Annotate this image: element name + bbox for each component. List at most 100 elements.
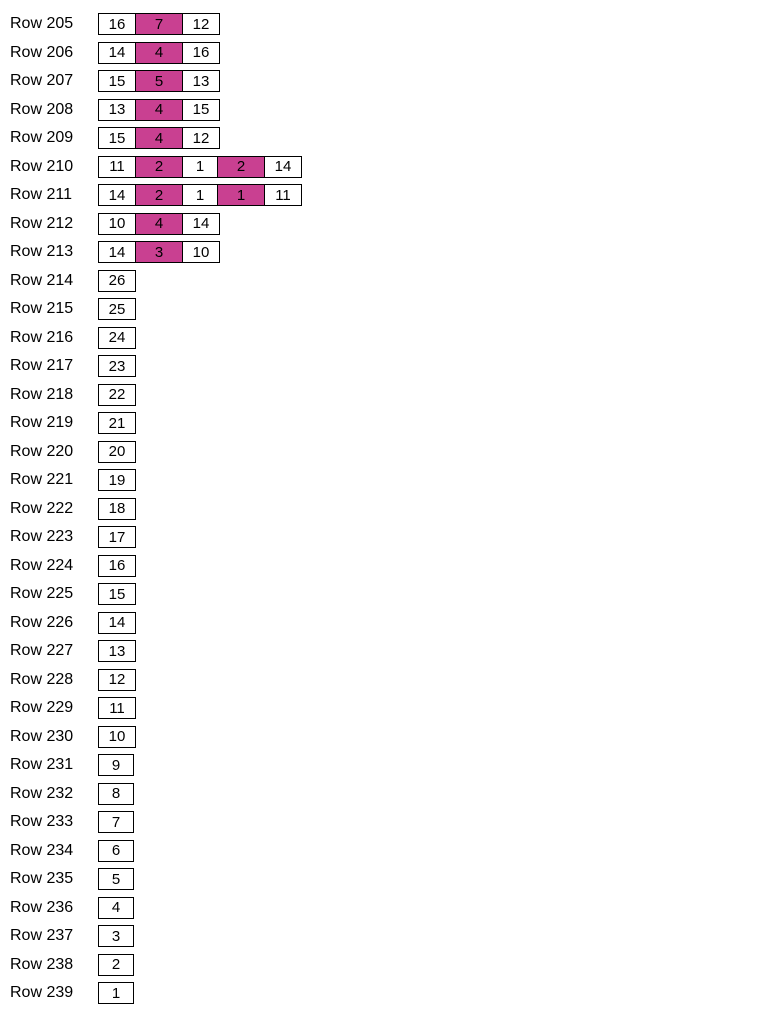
row-label: Row 215 (10, 300, 98, 318)
stitch-cell: 1 (182, 156, 218, 178)
row-cells: 24 (98, 327, 135, 349)
row-label: Row 212 (10, 215, 98, 233)
pattern-row: Row 21426 (10, 267, 757, 296)
pattern-row: Row 21723 (10, 352, 757, 381)
row-label: Row 206 (10, 44, 98, 62)
stitch-cell: 12 (98, 669, 136, 691)
row-cells: 10414 (98, 213, 219, 235)
pattern-row: Row 20915412 (10, 124, 757, 153)
stitch-cell: 13 (98, 640, 136, 662)
row-cells: 1 (98, 982, 133, 1004)
row-cells: 6 (98, 840, 133, 862)
pattern-row: Row 22317 (10, 523, 757, 552)
row-cells: 14416 (98, 42, 219, 64)
row-label: Row 239 (10, 984, 98, 1002)
pattern-row: Row 22515 (10, 580, 757, 609)
row-label: Row 221 (10, 471, 98, 489)
pattern-row: Row 2373 (10, 922, 757, 951)
row-cells: 2 (98, 954, 133, 976)
pattern-row: Row 2382 (10, 951, 757, 980)
row-label: Row 237 (10, 927, 98, 945)
stitch-cell: 6 (98, 840, 134, 862)
row-label: Row 227 (10, 642, 98, 660)
stitch-cell: 23 (98, 355, 136, 377)
stitch-cell: 2 (135, 184, 183, 206)
row-label: Row 217 (10, 357, 98, 375)
stitch-cell: 14 (98, 42, 136, 64)
row-cells: 8 (98, 783, 133, 805)
stitch-cell: 14 (98, 241, 136, 263)
stitch-cell: 4 (135, 99, 183, 121)
stitch-cell: 5 (98, 868, 134, 890)
row-cells: 15412 (98, 127, 219, 149)
stitch-cell: 10 (98, 726, 136, 748)
pattern-row: Row 22911 (10, 694, 757, 723)
row-label: Row 234 (10, 842, 98, 860)
stitch-cell: 2 (135, 156, 183, 178)
stitch-cell: 4 (98, 897, 134, 919)
pattern-row: Row 2346 (10, 837, 757, 866)
stitch-cell: 4 (135, 213, 183, 235)
row-cells: 5 (98, 868, 133, 890)
stitch-cell: 7 (135, 13, 183, 35)
stitch-cell: 24 (98, 327, 136, 349)
pattern-row: Row 21624 (10, 324, 757, 353)
stitch-cell: 20 (98, 441, 136, 463)
stitch-cell: 7 (98, 811, 134, 833)
row-label: Row 233 (10, 813, 98, 831)
pattern-row: Row 2364 (10, 894, 757, 923)
row-label: Row 230 (10, 728, 98, 746)
row-label: Row 222 (10, 500, 98, 518)
stitch-cell: 17 (98, 526, 136, 548)
stitch-cell: 13 (98, 99, 136, 121)
row-cells: 1121214 (98, 156, 301, 178)
stitch-cell: 16 (98, 555, 136, 577)
row-cells: 7 (98, 811, 133, 833)
pattern-row: Row 21210414 (10, 210, 757, 239)
row-cells: 3 (98, 925, 133, 947)
pattern-row: Row 23010 (10, 723, 757, 752)
row-cells: 13 (98, 640, 135, 662)
stitch-cell: 11 (98, 697, 136, 719)
row-label: Row 232 (10, 785, 98, 803)
stitch-cell: 25 (98, 298, 136, 320)
row-cells: 10 (98, 726, 135, 748)
stitch-cell: 12 (182, 127, 220, 149)
row-cells: 16712 (98, 13, 219, 35)
stitch-cell: 15 (98, 127, 136, 149)
stitch-cell: 26 (98, 270, 136, 292)
row-cells: 16 (98, 555, 135, 577)
stitch-cell: 9 (98, 754, 134, 776)
row-cells: 9 (98, 754, 133, 776)
stitch-cell: 22 (98, 384, 136, 406)
row-cells: 22 (98, 384, 135, 406)
row-label: Row 235 (10, 870, 98, 888)
row-label: Row 209 (10, 129, 98, 147)
row-cells: 17 (98, 526, 135, 548)
stitch-cell: 15 (182, 99, 220, 121)
stitch-cell: 11 (98, 156, 136, 178)
row-cells: 25 (98, 298, 135, 320)
row-cells: 14 (98, 612, 135, 634)
stitch-cell: 13 (182, 70, 220, 92)
row-label: Row 238 (10, 956, 98, 974)
pattern-row: Row 21314310 (10, 238, 757, 267)
stitch-cell: 10 (98, 213, 136, 235)
pattern-row: Row 2391 (10, 979, 757, 1008)
stitch-cell: 14 (98, 184, 136, 206)
row-cells: 1421111 (98, 184, 301, 206)
row-label: Row 208 (10, 101, 98, 119)
row-label: Row 205 (10, 15, 98, 33)
pattern-row: Row 2101121214 (10, 153, 757, 182)
row-label: Row 228 (10, 671, 98, 689)
row-label: Row 214 (10, 272, 98, 290)
pattern-row: Row 2328 (10, 780, 757, 809)
pattern-row: Row 2111421111 (10, 181, 757, 210)
row-label: Row 224 (10, 557, 98, 575)
pattern-row: Row 2337 (10, 808, 757, 837)
stitch-cell: 12 (182, 13, 220, 35)
row-cells: 23 (98, 355, 135, 377)
stitch-cell: 16 (182, 42, 220, 64)
pattern-row: Row 20614416 (10, 39, 757, 68)
row-label: Row 210 (10, 158, 98, 176)
